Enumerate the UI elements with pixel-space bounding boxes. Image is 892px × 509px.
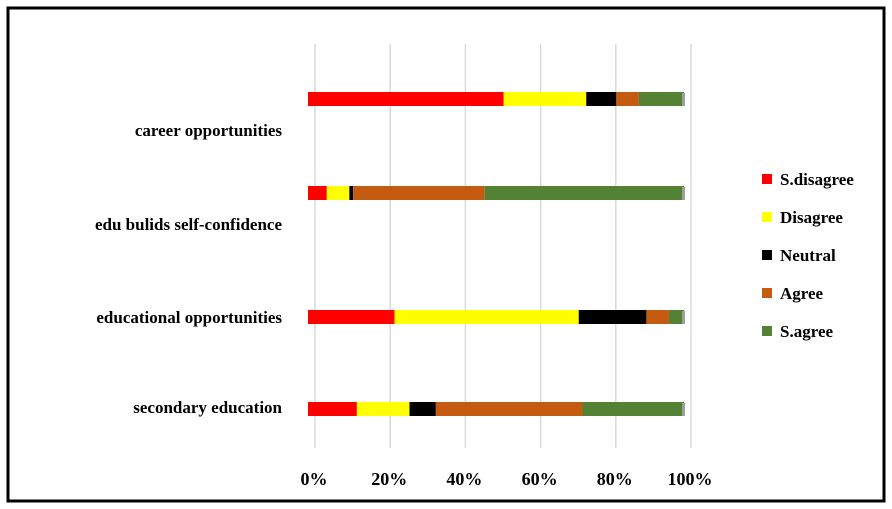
bar-segment bbox=[308, 310, 395, 324]
bar-segment bbox=[356, 402, 410, 416]
bar-segment bbox=[409, 402, 436, 416]
category-labels: career opportunities edu bulids self-conf… bbox=[95, 121, 283, 417]
legend-label: Agree bbox=[780, 284, 824, 303]
x-tick-labels: 0% 20% 40% 60% 80% 100% bbox=[301, 469, 713, 489]
bar-segment bbox=[308, 402, 357, 416]
bar-segment bbox=[638, 92, 684, 106]
x-tick-label: 80% bbox=[597, 469, 633, 489]
legend-swatch bbox=[762, 212, 772, 222]
bar-segment bbox=[353, 186, 485, 200]
bar-end-cap bbox=[682, 187, 685, 200]
legend-swatch bbox=[762, 288, 772, 298]
x-tick-label: 20% bbox=[371, 469, 407, 489]
bar-segment bbox=[435, 402, 583, 416]
bar-end-cap bbox=[682, 93, 685, 106]
bar-segment bbox=[578, 310, 647, 324]
legend-label: S.disagree bbox=[780, 170, 854, 189]
bar-segment bbox=[308, 92, 504, 106]
bar-segment bbox=[646, 310, 669, 324]
category-label: secondary education bbox=[133, 398, 282, 417]
x-tick-label: 0% bbox=[301, 469, 328, 489]
bar-segment bbox=[586, 92, 617, 106]
legend-label: Disagree bbox=[780, 208, 843, 227]
category-label: edu bulids self-confidence bbox=[95, 215, 282, 234]
bar-segment bbox=[503, 92, 587, 106]
bar-segment bbox=[668, 310, 684, 324]
legend-label: Neutral bbox=[780, 246, 836, 265]
bar-end-cap bbox=[682, 403, 685, 416]
bar-segment bbox=[484, 186, 684, 200]
bar-end-cap bbox=[682, 311, 685, 324]
chart-border bbox=[6, 6, 886, 503]
legend-swatch bbox=[762, 250, 772, 260]
legend-label: S.agree bbox=[780, 322, 833, 341]
legend-swatch bbox=[762, 174, 772, 184]
legend: S.disagree Disagree Neutral Agree S.agree bbox=[762, 170, 854, 341]
bar-segment bbox=[308, 186, 327, 200]
bar-segment bbox=[349, 186, 354, 200]
category-label: educational opportunities bbox=[96, 308, 282, 327]
bar-segment bbox=[582, 402, 684, 416]
gridlines bbox=[314, 44, 692, 448]
bar-segment bbox=[616, 92, 639, 106]
bar-segment bbox=[394, 310, 579, 324]
category-label: career opportunities bbox=[135, 121, 283, 140]
bars bbox=[308, 92, 685, 416]
x-tick-label: 60% bbox=[522, 469, 558, 489]
x-tick-label: 40% bbox=[446, 469, 482, 489]
x-tick-label: 100% bbox=[668, 469, 713, 489]
bar-segment bbox=[326, 186, 350, 200]
legend-swatch bbox=[762, 326, 772, 336]
